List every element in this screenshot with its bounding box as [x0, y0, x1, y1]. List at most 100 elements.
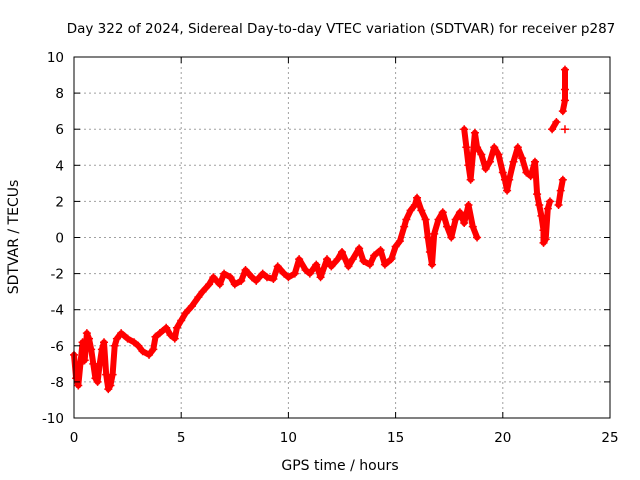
data-point	[560, 65, 569, 74]
data-point	[162, 323, 171, 332]
data-point	[481, 164, 490, 173]
axis-ticks: 0 5 10 15 20 25 -10 -8 -6 -4 -2 0 2 4 6 8 10	[42, 50, 619, 446]
data-point	[526, 172, 535, 181]
data-point	[430, 229, 439, 238]
data-point	[130, 338, 139, 347]
data-point	[230, 280, 239, 289]
data-point	[395, 237, 404, 246]
data-point	[166, 330, 175, 339]
data-point	[522, 168, 531, 177]
data-point	[322, 255, 331, 264]
data-point	[505, 175, 514, 184]
data-point	[554, 201, 563, 210]
data-point	[269, 275, 278, 284]
y-tick-label: 8	[55, 86, 64, 102]
data-point	[533, 190, 542, 199]
data-point	[543, 204, 552, 213]
data-point	[181, 309, 190, 318]
data-point	[226, 273, 235, 282]
data-point	[106, 381, 115, 390]
data-point	[560, 85, 569, 94]
data-point	[295, 255, 304, 264]
data-point	[93, 377, 102, 386]
y-tick-label: 0	[55, 231, 64, 247]
data-point	[262, 273, 271, 282]
data-point	[95, 359, 104, 368]
data-point	[215, 280, 224, 289]
x-tick-label: 25	[601, 430, 618, 446]
x-tick-label: 20	[494, 430, 511, 446]
data-point	[220, 269, 229, 278]
data-point	[365, 260, 374, 269]
y-tick-label: -4	[51, 303, 64, 319]
y-tick-label: 2	[55, 194, 64, 210]
data-point	[258, 269, 267, 278]
data-point	[194, 293, 203, 302]
data-point	[462, 143, 471, 152]
x-tick-label: 0	[70, 430, 79, 446]
data-point	[406, 206, 415, 215]
data-point	[344, 262, 353, 271]
data-point	[460, 219, 469, 228]
data-point	[273, 262, 282, 271]
data-point	[413, 193, 422, 202]
data-point	[370, 251, 379, 260]
data-point	[290, 269, 299, 278]
data-point	[552, 117, 561, 126]
data-point	[87, 345, 96, 354]
data-point	[145, 350, 154, 359]
data-point	[391, 242, 400, 251]
data-point	[503, 186, 512, 195]
data-point	[97, 345, 106, 354]
data-point	[241, 265, 250, 274]
data-point	[198, 287, 207, 296]
data-point	[560, 125, 569, 134]
data-point	[530, 157, 539, 166]
data-point	[473, 233, 482, 242]
data-point	[473, 143, 482, 152]
data-point	[541, 235, 550, 244]
data-point	[247, 273, 256, 282]
data-point	[560, 96, 569, 105]
data-point	[108, 370, 117, 379]
data-point	[494, 150, 503, 159]
data-point	[485, 157, 494, 166]
x-tick-label: 5	[177, 430, 186, 446]
data-point	[468, 222, 477, 231]
series-sdtvar	[70, 65, 569, 394]
data-point	[410, 201, 419, 210]
data-point	[434, 215, 443, 224]
data-point	[355, 244, 364, 253]
data-point	[376, 246, 385, 255]
data-point	[151, 332, 160, 341]
data-point	[82, 329, 91, 338]
data-point	[548, 125, 557, 134]
data-point	[172, 323, 181, 332]
data-point	[348, 255, 357, 264]
data-point	[509, 157, 518, 166]
data-point	[205, 280, 214, 289]
data-point	[76, 359, 85, 368]
data-point	[425, 247, 434, 256]
data-point	[421, 215, 430, 224]
y-tick-label: 10	[47, 50, 64, 66]
data-point	[333, 255, 342, 264]
data-point	[280, 269, 289, 278]
data-point	[400, 222, 409, 231]
data-point	[149, 345, 158, 354]
y-tick-label: -2	[51, 267, 64, 283]
data-point	[284, 273, 293, 282]
data-point	[545, 197, 554, 206]
y-tick-label: 4	[55, 158, 64, 174]
data-point	[490, 143, 499, 152]
data-point	[558, 107, 567, 116]
x-tick-label: 15	[387, 430, 404, 446]
data-point	[100, 338, 109, 347]
data-point	[134, 341, 143, 350]
data-point	[237, 276, 246, 285]
data-point	[155, 329, 164, 338]
y-tick-label: 6	[55, 122, 64, 138]
data-point	[423, 233, 432, 242]
data-point	[438, 208, 447, 217]
